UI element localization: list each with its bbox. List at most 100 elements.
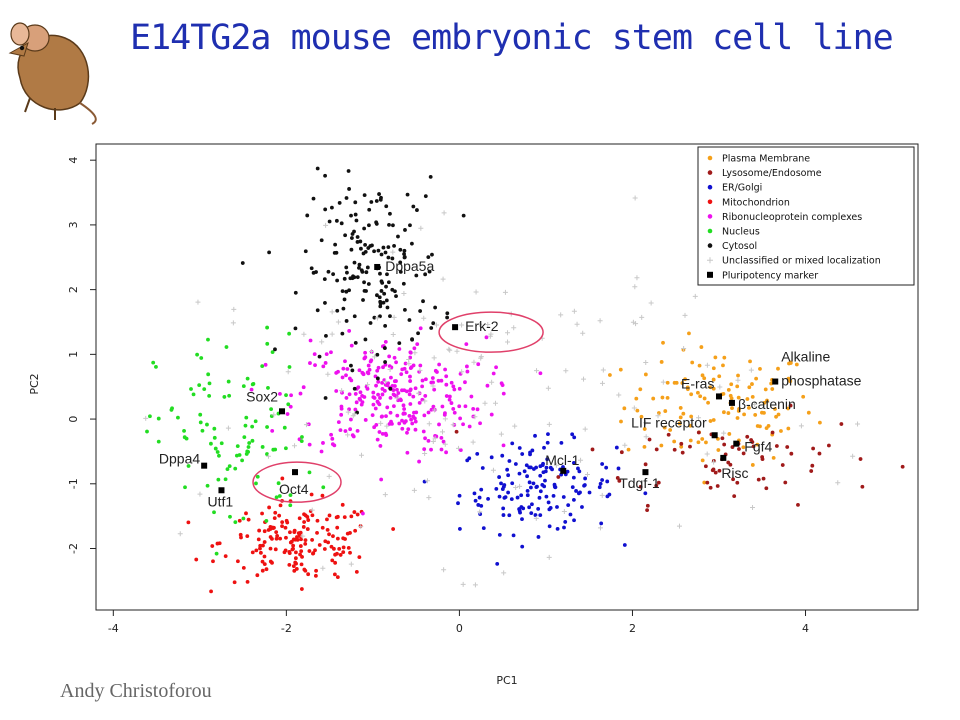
data-point xyxy=(291,564,296,569)
data-point xyxy=(736,395,741,400)
data-point xyxy=(678,415,683,420)
data-point xyxy=(773,407,777,411)
data-point-unclassified xyxy=(426,495,432,501)
data-point xyxy=(241,516,246,521)
data-point xyxy=(469,394,474,399)
data-point xyxy=(749,438,754,442)
data-point xyxy=(817,420,822,425)
data-point xyxy=(245,534,250,539)
data-point xyxy=(659,360,664,364)
data-point xyxy=(643,491,648,496)
data-point xyxy=(261,543,265,548)
data-point xyxy=(228,514,232,519)
data-point xyxy=(255,573,260,578)
data-point xyxy=(408,223,412,228)
data-point xyxy=(273,547,278,552)
legend-swatch xyxy=(707,184,713,190)
data-point xyxy=(706,400,710,405)
data-point-unclassified xyxy=(704,451,710,457)
legend-entry: Unclassified or mixed localization xyxy=(722,256,881,267)
data-point xyxy=(379,477,384,482)
data-point xyxy=(383,339,388,344)
data-point-unclassified xyxy=(682,312,688,318)
data-point xyxy=(383,360,387,364)
data-point xyxy=(362,193,367,198)
data-point xyxy=(191,392,196,397)
data-point xyxy=(323,396,328,400)
data-point xyxy=(513,462,518,466)
data-point xyxy=(186,520,191,525)
data-point xyxy=(668,428,673,432)
data-point xyxy=(750,394,755,399)
data-point xyxy=(582,483,587,487)
data-point xyxy=(477,495,482,500)
data-point xyxy=(761,476,766,481)
data-point xyxy=(386,245,391,250)
data-point-unclassified xyxy=(303,422,309,428)
y-tick-label: -1 xyxy=(67,478,80,489)
data-point-unclassified xyxy=(271,412,277,418)
data-point xyxy=(338,553,343,557)
data-point xyxy=(384,414,388,419)
data-point-unclassified xyxy=(600,367,606,373)
data-point xyxy=(727,432,732,436)
data-point xyxy=(702,396,707,401)
data-point xyxy=(524,463,529,468)
data-point xyxy=(410,337,414,341)
marker-label: E-ras xyxy=(681,375,714,391)
data-point xyxy=(457,404,462,409)
pluripotency-marker xyxy=(292,469,299,476)
data-point xyxy=(385,305,390,310)
data-point-unclassified xyxy=(440,276,446,282)
data-point xyxy=(472,491,477,496)
legend-entry: Nucleus xyxy=(722,227,760,238)
data-point xyxy=(634,396,639,401)
data-point xyxy=(340,331,345,336)
data-point xyxy=(665,395,670,400)
data-point xyxy=(374,423,379,427)
data-point xyxy=(443,367,447,372)
data-point xyxy=(411,414,416,419)
data-point xyxy=(774,414,778,419)
data-point xyxy=(301,385,306,390)
data-point xyxy=(403,361,408,366)
data-point-unclassified xyxy=(394,395,400,401)
data-point-unclassified xyxy=(265,453,271,459)
data-point xyxy=(415,342,420,347)
x-tick-label: 4 xyxy=(802,622,809,635)
data-point xyxy=(258,546,262,551)
data-point xyxy=(722,355,727,360)
data-point-unclassified xyxy=(511,325,517,331)
data-point xyxy=(305,213,310,218)
data-point xyxy=(258,543,263,548)
data-point xyxy=(344,319,349,323)
data-point xyxy=(260,364,265,369)
data-point xyxy=(254,481,258,486)
data-point xyxy=(356,385,361,390)
data-point xyxy=(730,406,734,411)
data-point xyxy=(679,441,684,446)
data-point xyxy=(378,271,382,276)
data-point xyxy=(501,513,506,517)
data-point-unclassified xyxy=(320,565,326,571)
data-point xyxy=(289,393,293,398)
data-point-unclassified xyxy=(492,400,498,406)
data-point xyxy=(199,356,204,360)
data-point xyxy=(391,392,396,397)
data-point xyxy=(736,409,741,413)
data-point xyxy=(347,288,351,293)
data-point xyxy=(274,495,279,500)
data-point xyxy=(702,376,707,381)
data-point xyxy=(642,427,647,431)
data-point xyxy=(336,420,341,425)
data-point xyxy=(202,387,207,392)
data-point xyxy=(685,387,690,392)
data-point xyxy=(388,211,392,216)
data-point xyxy=(433,305,438,310)
pluripotency-marker xyxy=(218,487,225,494)
data-point xyxy=(154,365,158,369)
legend-entry: Plasma Membrane xyxy=(722,154,810,165)
data-point xyxy=(420,378,425,383)
data-point xyxy=(598,481,603,486)
data-point xyxy=(411,204,416,209)
